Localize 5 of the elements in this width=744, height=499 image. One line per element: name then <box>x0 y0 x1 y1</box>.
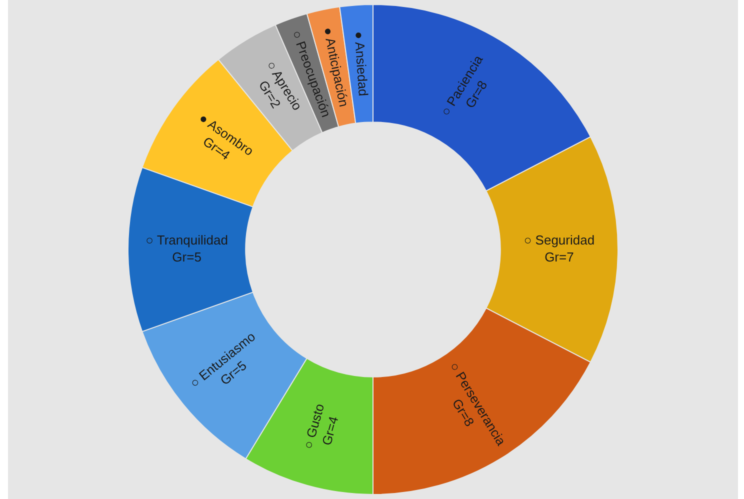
slice-label: ○ Tranquilidad <box>146 232 228 248</box>
data-label: Gr=7 <box>544 250 574 265</box>
slice-label: ○ Seguridad <box>524 232 595 248</box>
slice-label: ● Ansiedad <box>352 30 371 97</box>
data-label: Gr=5 <box>172 250 202 265</box>
